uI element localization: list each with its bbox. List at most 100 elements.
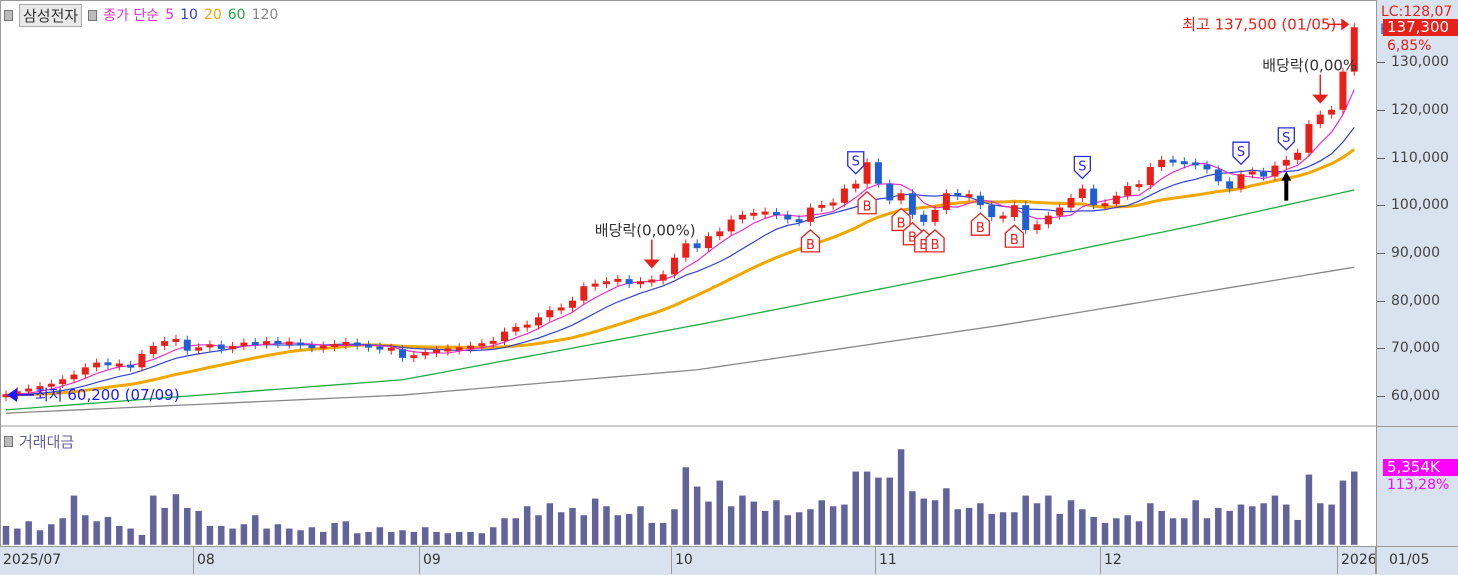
candle-body bbox=[1328, 109, 1336, 115]
volume-bar bbox=[534, 514, 543, 546]
candle-body bbox=[410, 355, 418, 359]
volume-bar bbox=[1010, 511, 1019, 546]
price-tick-mark bbox=[1377, 205, 1385, 207]
sell-signal-icon bbox=[1277, 127, 1295, 151]
volume-bar bbox=[704, 501, 713, 546]
volume-bar bbox=[512, 517, 520, 546]
ma20-label: 20 bbox=[203, 7, 222, 23]
volume-bar bbox=[738, 495, 747, 546]
candle-body bbox=[897, 193, 905, 201]
candle-body bbox=[1112, 195, 1120, 205]
candle-body bbox=[93, 362, 101, 368]
volume-title: 거래대금 bbox=[19, 433, 75, 451]
candle-body bbox=[1067, 198, 1075, 208]
candle-body bbox=[319, 345, 327, 349]
volume-bar bbox=[160, 507, 169, 546]
candle-body bbox=[59, 379, 67, 385]
volume-bar bbox=[274, 523, 282, 546]
candle-body bbox=[1316, 114, 1324, 125]
volume-bar bbox=[614, 514, 622, 546]
candle-body bbox=[648, 279, 656, 283]
candle-body bbox=[206, 344, 214, 348]
volume-bar bbox=[682, 466, 690, 546]
candle-body bbox=[1282, 159, 1290, 166]
current-date-label: 01/05 bbox=[1376, 547, 1429, 574]
volume-bar bbox=[1055, 513, 1064, 546]
volume-bar bbox=[228, 528, 237, 546]
candle-body bbox=[1135, 184, 1143, 188]
legend-toggle-icon[interactable] bbox=[4, 9, 13, 21]
volume-bar bbox=[1259, 502, 1268, 546]
volume-bar bbox=[115, 525, 124, 546]
volume-bar bbox=[1123, 514, 1132, 546]
volume-bar bbox=[126, 528, 135, 546]
price-tick-label: 130,000 bbox=[1391, 54, 1449, 71]
candle-body bbox=[1260, 171, 1268, 177]
candle-body bbox=[806, 207, 814, 222]
volume-bar bbox=[885, 477, 894, 546]
candle-body bbox=[1090, 188, 1098, 206]
candle-body bbox=[115, 363, 123, 367]
candle-body bbox=[750, 212, 758, 216]
buy-signal-letter: B bbox=[1010, 233, 1019, 248]
dividend-label: 배당락(0,00%) bbox=[595, 222, 696, 240]
candle-body bbox=[908, 193, 916, 215]
volume-bar bbox=[138, 534, 146, 546]
low-price-label: 최저 60,200 (07/09) bbox=[35, 386, 180, 404]
date-label: 10 bbox=[671, 547, 693, 574]
indicator-label[interactable]: 종가 단순 bbox=[103, 8, 160, 24]
volume-bar bbox=[47, 523, 56, 546]
candle-body bbox=[523, 324, 531, 328]
buy-signal-letter: B bbox=[919, 238, 928, 253]
volume-bar bbox=[387, 531, 395, 546]
volume-bar bbox=[818, 499, 826, 546]
candle-body bbox=[1033, 224, 1041, 231]
candle-body bbox=[161, 341, 169, 346]
candle-body bbox=[569, 300, 576, 308]
buy-signal-icon bbox=[925, 229, 945, 253]
date-axis[interactable]: 2025/07 08 09 10 11 12 2026 01/05 bbox=[0, 546, 1458, 575]
price-axis[interactable]: LC:128,07 H 137,300 6,85% 60,00070,00080… bbox=[1376, 0, 1458, 546]
candle-body bbox=[761, 211, 769, 215]
volume-bar bbox=[1271, 495, 1279, 546]
sell-signal-letter: S bbox=[1078, 160, 1086, 175]
volume-bar bbox=[466, 531, 475, 546]
volume-bar bbox=[931, 499, 939, 546]
buy-signal-letter: B bbox=[806, 238, 815, 253]
volume-bar bbox=[1101, 522, 1109, 546]
volume-bar bbox=[1237, 504, 1245, 546]
candle-body bbox=[195, 347, 203, 351]
volume-bar bbox=[24, 520, 33, 546]
indicator-toggle-icon[interactable] bbox=[88, 9, 98, 21]
candle-body bbox=[512, 326, 520, 332]
volume-bar bbox=[1089, 516, 1098, 546]
sell-signal-icon bbox=[847, 151, 865, 175]
price-tick-mark bbox=[1377, 157, 1385, 159]
candle-body bbox=[1056, 207, 1064, 216]
buy-signal-letter: B bbox=[897, 216, 906, 231]
volume-toggle-icon[interactable] bbox=[4, 436, 13, 447]
sell-signal-icon bbox=[1073, 155, 1091, 180]
stock-name-button[interactable]: 삼성전자 bbox=[19, 3, 83, 27]
volume-title-row: 거래대금 bbox=[4, 431, 74, 452]
candle-body bbox=[704, 236, 712, 249]
candle-body bbox=[331, 343, 339, 347]
price-tick-mark bbox=[1377, 348, 1385, 350]
volume-bar bbox=[863, 471, 871, 546]
candle-body bbox=[976, 195, 984, 206]
volume-bar bbox=[648, 522, 656, 546]
high-arrow-head-icon bbox=[1341, 18, 1350, 31]
candle-body bbox=[818, 204, 826, 208]
volume-bar bbox=[1214, 507, 1223, 546]
volume-bar bbox=[1327, 504, 1336, 546]
ma20-line bbox=[5, 148, 1356, 397]
volume-bar bbox=[36, 529, 44, 546]
candle-body bbox=[557, 307, 565, 311]
volume-bar bbox=[987, 513, 996, 546]
volume-bar bbox=[784, 514, 792, 546]
volume-bar bbox=[308, 526, 316, 546]
volume-bar bbox=[1248, 505, 1257, 546]
volume-bar bbox=[716, 480, 724, 546]
candle-body bbox=[829, 202, 837, 206]
